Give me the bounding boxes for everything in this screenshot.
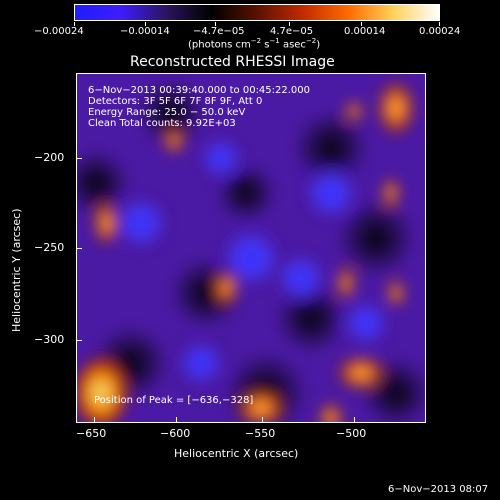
y-tick-mark-1 — [76, 158, 82, 159]
rhessi-image: 6−Nov−2013 00:39:40.000 to 00:45:22.000 … — [76, 73, 426, 423]
y-tick-label-1: −200 — [34, 151, 65, 164]
y-tick-label-2: −250 — [34, 241, 65, 254]
observation-info: 6−Nov−2013 00:39:40.000 to 00:45:22.000 … — [88, 85, 310, 129]
units-text-4: ) — [316, 39, 321, 51]
plot-title: Reconstructed RHESSI Image — [130, 54, 335, 70]
colorbar-units: (photons cm−2 s−1 asec−2) — [188, 37, 320, 50]
colorbar-tick-label-6: 0.00024 — [419, 26, 461, 37]
energy-range: Energy Range: 25.0 − 50.0 keV — [88, 107, 246, 118]
x-axis-label: Heliocentric X (arcsec) — [174, 447, 299, 460]
peak-position: Position of Peak = [−636,−328] — [94, 395, 254, 406]
colorbar-tick-label-2: −0.00014 — [120, 26, 170, 37]
colorbar-tick-label-1: −0.00024 — [34, 26, 84, 37]
rhessi-map — [76, 73, 426, 423]
y-axis-label: Heliocentric Y (arcsec) — [10, 208, 23, 332]
detectors-info: Detectors: 3F 5F 6F 7F 8F 9F, Att 0 — [88, 96, 263, 107]
x-tick-mark-3 — [262, 417, 263, 423]
units-exp-2: −1 — [269, 37, 280, 45]
x-tick-label-2: −600 — [160, 427, 191, 440]
footer-timestamp: 6−Nov−2013 08:07 — [388, 484, 489, 495]
units-text-1: (photons cm — [188, 39, 251, 51]
colorbar-tick-label-4: 4.7e−05 — [270, 26, 314, 37]
x-tick-mark-1 — [94, 417, 95, 423]
colorbar-tick-label-5: 0.00014 — [344, 26, 386, 37]
x-tick-mark-4 — [354, 417, 355, 423]
y-tick-mark-3 — [76, 340, 82, 341]
units-exp-3: −2 — [305, 37, 317, 45]
y-tick-mark-2 — [76, 248, 82, 249]
units-text-3: asec — [279, 39, 306, 51]
x-tick-label-4: −500 — [336, 427, 367, 440]
colorbar-tick-label-3: −4.7e−05 — [193, 26, 245, 37]
clean-total-counts: Clean Total counts: 9.92E+03 — [88, 118, 236, 129]
units-exp-1: −2 — [250, 37, 262, 45]
colorbar — [74, 4, 440, 21]
time-range: 6−Nov−2013 00:39:40.000 to 00:45:22.000 — [88, 85, 311, 96]
x-tick-label-3: −550 — [245, 427, 276, 440]
plot-frame — [76, 73, 426, 423]
x-tick-mark-2 — [176, 417, 177, 423]
units-text-2: s — [261, 39, 270, 51]
y-tick-label-3: −300 — [34, 333, 65, 346]
x-tick-label-1: −650 — [76, 427, 107, 440]
